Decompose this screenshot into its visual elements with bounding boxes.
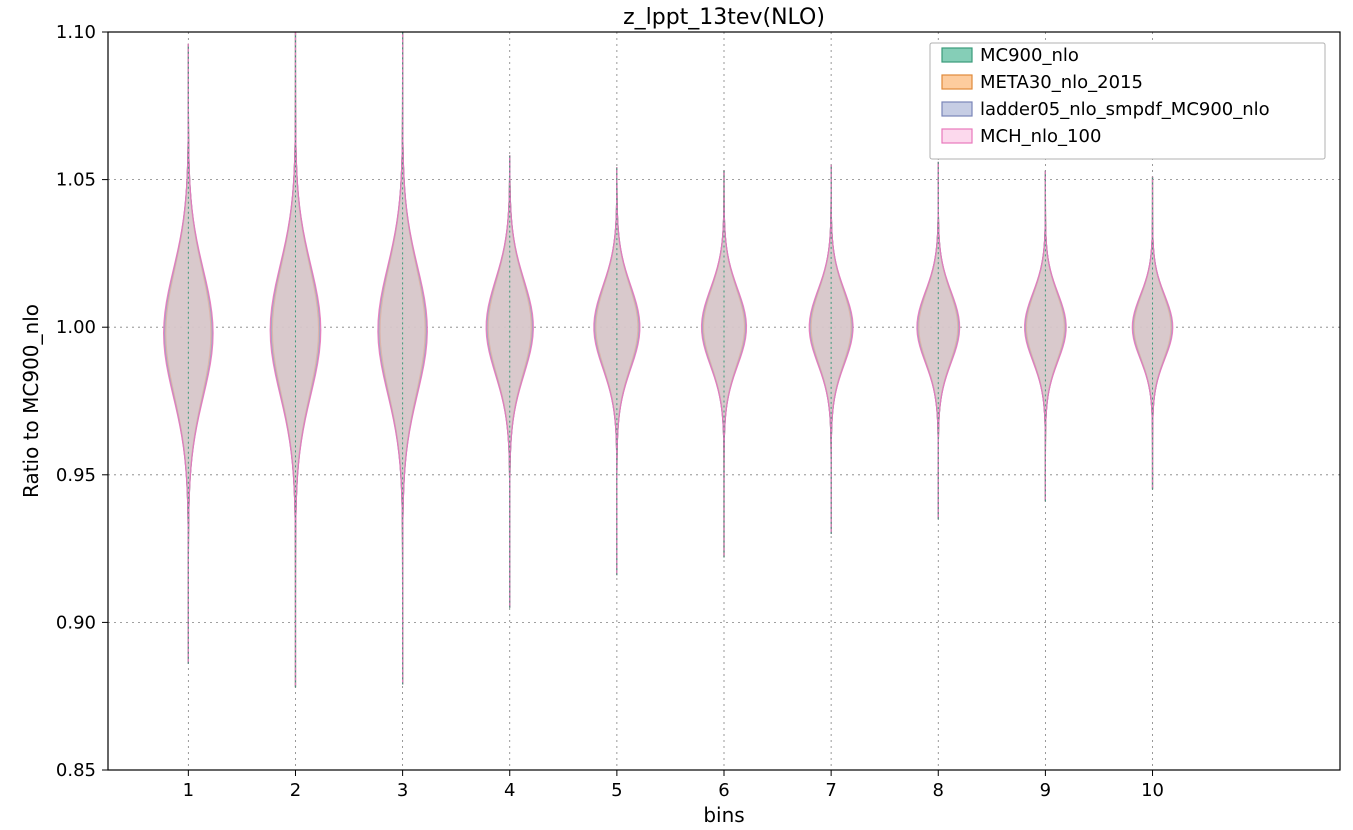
xtick-label: 8: [933, 780, 944, 801]
xtick-label: 5: [611, 780, 622, 801]
ytick-label: 0.85: [56, 760, 96, 781]
y-axis-label: Ratio to MC900_nlo: [19, 304, 43, 498]
xtick-label: 4: [504, 780, 515, 801]
xtick-label: 10: [1141, 780, 1164, 801]
xtick-label: 6: [718, 780, 729, 801]
ytick-label: 0.90: [56, 612, 96, 633]
xtick-label: 3: [397, 780, 408, 801]
ytick-label: 0.95: [56, 465, 96, 486]
legend-swatch: [942, 48, 972, 62]
xtick-label: 7: [825, 780, 836, 801]
legend-swatch: [942, 129, 972, 143]
ytick-label: 1.10: [56, 22, 96, 43]
xtick-label: 9: [1040, 780, 1051, 801]
legend-label: ladder05_nlo_smpdf_MC900_nlo: [980, 99, 1270, 120]
legend-label: MC900_nlo: [980, 45, 1079, 66]
violin-chart: 1 2 3 4 5 6 7 8 9 10 0.85 0.90 0.95 1.00 1.05 1.10 bins R…: [0, 0, 1353, 830]
xtick-label: 1: [183, 780, 194, 801]
ytick-label: 1.05: [56, 170, 96, 191]
legend-label: META30_nlo_2015: [980, 72, 1143, 93]
legend-swatch: [942, 102, 972, 116]
legend-label: MCH_nlo_100: [980, 126, 1101, 147]
xtick-label: 2: [290, 780, 301, 801]
legend-swatch: [942, 75, 972, 89]
x-axis-label: bins: [703, 803, 744, 827]
ytick-label: 1.00: [56, 317, 96, 338]
chart-title: z_lppt_13tev(NLO): [623, 5, 825, 30]
chart-svg: 1 2 3 4 5 6 7 8 9 10 0.85 0.90 0.95 1.00 1.05 1.10 bins R…: [0, 0, 1353, 830]
